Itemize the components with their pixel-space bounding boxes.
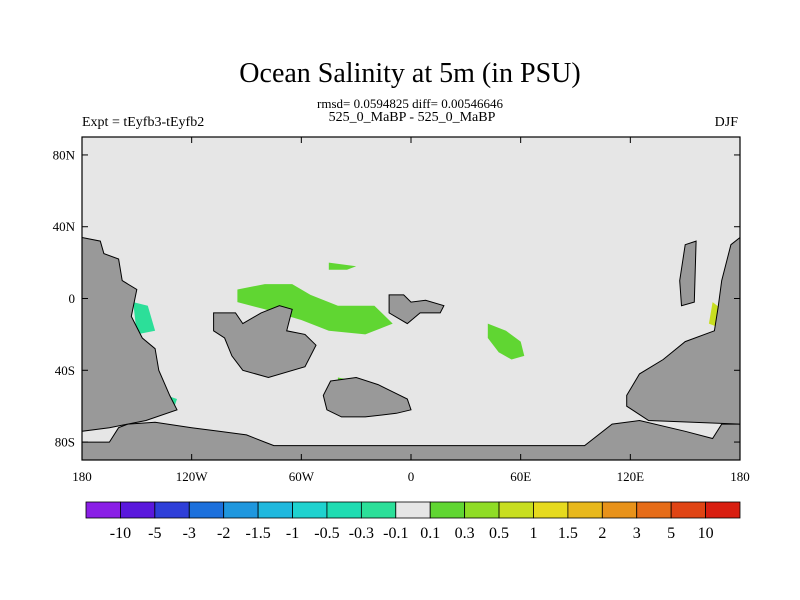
colorbar-label: -1 [286,525,299,542]
colorbar-swatch [85,501,121,519]
x-tick-label: 180 [72,469,92,484]
colorbar-label: -0.1 [383,525,408,542]
x-tick-label: 120E [617,469,645,484]
land-east-continent [626,236,741,425]
x-tick-label: 60W [289,469,315,484]
colorbar-swatch [705,501,741,519]
season-label: DJF [715,115,739,130]
colorbar-swatch [533,501,569,519]
colorbar-label: -3 [183,525,196,542]
anomaly-atlantic-patch [487,323,525,360]
land-layer [81,236,741,461]
colorbar-label: 0.5 [489,525,509,542]
colorbar-label: -0.5 [314,525,339,542]
colorbar-swatch [360,501,397,519]
colorbar-label: -5 [148,525,161,542]
x-tick-label: 180 [730,469,750,484]
y-tick-label: 40N [53,219,76,234]
colorbar-label: 1.5 [558,525,578,542]
colorbar-swatch [292,501,328,519]
colorbar-label: -1.5 [245,525,270,542]
colorbar-swatch [326,501,362,519]
y-tick-label: 40S [55,363,75,378]
colorbar-swatch [636,501,672,519]
colorbar-swatch [257,501,293,519]
colorbar-swatch [188,501,225,519]
colorbar-swatch [670,501,706,519]
colorbar-swatch [120,501,156,519]
colorbar-label: 0.1 [420,525,440,542]
experiment-label: Expt = tEyfb3-tEyfb2 [82,115,204,130]
period-label: 525_0_MaBP - 525_0_MaBP [329,110,496,125]
x-tick-label: 120W [176,469,209,484]
colorbar-swatch [601,501,638,519]
chart-subtitle: rmsd= 0.0594825 diff= 0.00546646 [317,96,503,111]
axis-ticks: 180 120W 60W 0 60E 120E 180 80N 40N 0 40S 80S [53,137,750,484]
colorbar-label: 2 [598,525,606,542]
colorbar-swatch [567,501,603,519]
land-west-continent [81,236,178,432]
colorbar-label: 1 [529,525,537,542]
land-east-peninsula [679,240,697,307]
colorbar-label: 5 [667,525,675,542]
land-central-island [213,305,317,379]
colorbar: -10 -5 -3 -2 -1.5 -1 -0.5 -0.3 -0.1 0.1 0.3 0.5 1 1.5… [85,501,741,542]
colorbar-swatch [223,501,259,519]
colorbar-label: -0.3 [349,525,374,542]
colorbar-swatch [464,501,500,519]
colorbar-label: 0.3 [455,525,475,542]
y-tick-label: 80S [55,435,75,450]
colorbar-swatch [498,501,534,519]
chart-title: Ocean Salinity at 5m (in PSU) [239,58,580,89]
y-tick-label: 80N [53,147,76,162]
anomaly-west-coast-patch [133,302,156,335]
colorbar-label: -10 [110,525,131,542]
land-equatorial-islet [388,294,445,325]
x-tick-label: 60E [510,469,531,484]
colorbar-label: 10 [698,525,714,542]
y-tick-label: 0 [69,291,76,306]
land-southern-island [322,376,412,418]
colorbar-swatch [154,501,190,519]
colorbar-swatch [429,501,466,519]
anomaly-equatorial-band [237,284,393,335]
anomaly-north-patch [328,262,357,270]
colorbar-swatch [395,501,431,519]
colorbar-label: -2 [217,525,230,542]
x-tick-label: 0 [408,469,415,484]
colorbar-label: 3 [633,525,641,542]
